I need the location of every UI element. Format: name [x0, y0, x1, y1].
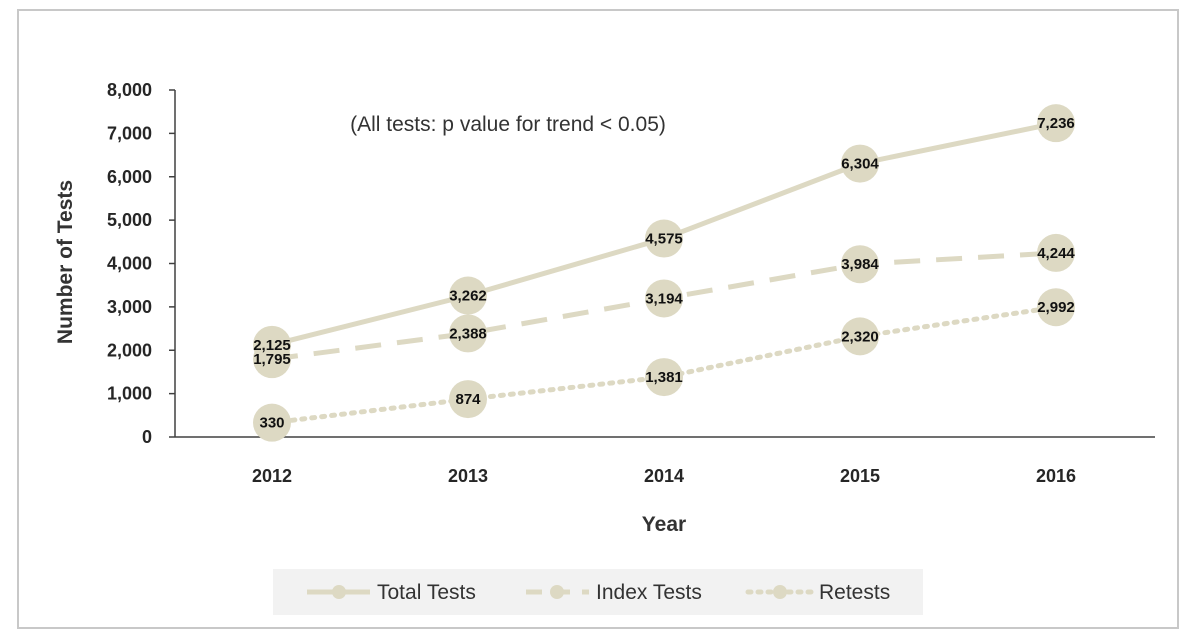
- data-point-label: 2,320: [841, 328, 879, 345]
- data-point-marker: [253, 340, 291, 379]
- y-tick-label: 5,000: [107, 210, 152, 230]
- data-point-marker: [841, 144, 879, 183]
- legend-marker-swatch: [332, 585, 346, 599]
- data-point-label: 2,992: [1037, 299, 1075, 316]
- data-point-marker: [1037, 288, 1075, 327]
- data-point-label: 1,381: [645, 369, 683, 386]
- trend-annotation: (All tests: p value for trend < 0.05): [350, 113, 666, 136]
- legend-marker-swatch: [773, 585, 787, 599]
- x-tick-label: 2013: [448, 466, 488, 486]
- data-point-label: 2,125: [253, 337, 291, 354]
- data-point-label: 3,194: [645, 290, 683, 307]
- y-tick-label: 7,000: [107, 123, 152, 143]
- legend-entry-label: Retests: [819, 581, 890, 604]
- x-axis-title: Year: [642, 513, 686, 536]
- legend-entry-label: Total Tests: [377, 581, 476, 604]
- legend-entry-label: Index Tests: [596, 581, 702, 604]
- y-tick-label: 4,000: [107, 254, 152, 274]
- data-point-marker: [253, 403, 291, 442]
- x-tick-label: 2015: [840, 466, 880, 486]
- data-point-marker: [841, 317, 879, 356]
- legend-marker-swatch: [550, 585, 564, 599]
- data-point-marker: [449, 314, 487, 353]
- legend-box: [273, 569, 923, 615]
- data-point-label: 7,236: [1037, 115, 1075, 132]
- data-point-marker: [841, 245, 879, 284]
- y-tick-label: 1,000: [107, 384, 152, 404]
- data-point-marker: [1037, 233, 1075, 272]
- data-point-label: 330: [259, 415, 284, 432]
- y-tick-label: 0: [142, 427, 152, 447]
- y-tick-label: 6,000: [107, 167, 152, 187]
- data-point-label: 4,575: [645, 231, 683, 248]
- x-tick-label: 2016: [1036, 466, 1076, 486]
- data-point-marker: [1037, 104, 1075, 143]
- x-tick-label: 2014: [644, 466, 684, 486]
- data-point-marker: [645, 219, 683, 258]
- data-point-label: 2,388: [449, 325, 487, 342]
- axes: 0 1,000 2,000 3,000 4,000 5,000 6,000 7,000 8,00…: [107, 80, 1155, 486]
- y-tick-label: 3,000: [107, 297, 152, 317]
- data-labels: 2,125 3,262 4,575 6,304 7,236 1,795 2,388 3,194…: [253, 115, 1075, 432]
- y-tick-label: 2,000: [107, 340, 152, 360]
- y-axis-title: Number of Tests: [54, 180, 77, 344]
- data-point-label: 3,984: [841, 256, 879, 273]
- data-point-marker: [449, 276, 487, 315]
- y-tick-label: 8,000: [107, 80, 152, 100]
- data-point-label: 4,244: [1037, 245, 1075, 262]
- data-point-label: 6,304: [841, 156, 879, 173]
- data-point-label: 874: [455, 391, 481, 408]
- data-point-label: 3,262: [449, 288, 487, 305]
- series-markers: [253, 104, 1075, 442]
- x-tick-label: 2012: [252, 466, 292, 486]
- data-point-marker: [645, 279, 683, 318]
- data-point-marker: [449, 380, 487, 419]
- legend: Total Tests Index Tests Retests: [273, 569, 923, 615]
- data-point-marker: [645, 358, 683, 397]
- data-point-label: 1,795: [253, 351, 291, 368]
